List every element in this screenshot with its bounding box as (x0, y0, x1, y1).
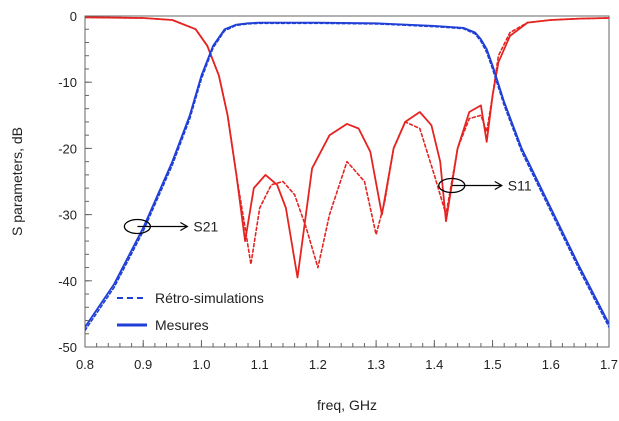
y-tick-label-20: -20 (58, 141, 77, 156)
plot-area (84, 15, 610, 348)
x-tick-label-1-0: 1.0 (192, 357, 210, 372)
series-layer (85, 16, 609, 332)
x-axis-label: freq, GHz (317, 397, 377, 413)
series-s11-dashed (85, 16, 609, 269)
annotations-layer: S21 S11 (123, 177, 532, 235)
y-axis-label: S parameters, dB (9, 127, 25, 236)
x-tick-label-1-7: 1.7 (600, 357, 618, 372)
y-tick-label-10: -10 (58, 75, 77, 90)
x-tick-label-0-9: 0.9 (134, 357, 152, 372)
legend-entry-mesures: Mesures (155, 317, 209, 333)
annotation-s11: S11 (438, 177, 532, 193)
x-tick-label-1-2: 1.2 (309, 357, 327, 372)
series-s21-dashed (85, 22, 609, 332)
y-tick-label-30: -30 (58, 208, 77, 223)
arrow-head-icon (494, 180, 504, 190)
y-tick-label-50: -50 (58, 340, 77, 355)
y-tick-label-0: 0 (70, 9, 77, 24)
x-tick-label-0-8: 0.8 (76, 357, 94, 372)
legend-entry-retro-simulations: Rétro-simulations (155, 290, 264, 306)
x-tick-label-1-3: 1.3 (367, 357, 385, 372)
annotation-label-s11: S11 (508, 177, 532, 193)
y-tick-label-40: -40 (58, 274, 77, 289)
x-tick-label-1-1: 1.1 (251, 357, 269, 372)
arrow-head-icon (180, 221, 189, 232)
x-tick-label-1-6: 1.6 (542, 357, 560, 372)
plot-frame (84, 15, 610, 348)
ticks-layer: 0.8 0.9 1.0 1.1 1.2 1.3 1.4 1.5 1.6 1.7 0 -10 -20 -30… (58, 9, 618, 372)
annotation-s21: S21 (123, 219, 219, 235)
x-tick-label-1-4: 1.4 (425, 357, 443, 372)
annotation-label-s21: S21 (193, 219, 218, 235)
legend: Rétro-simulations Mesures (117, 290, 264, 333)
x-tick-label-1-5: 1.5 (484, 357, 502, 372)
series-s21-solid (85, 21, 609, 328)
